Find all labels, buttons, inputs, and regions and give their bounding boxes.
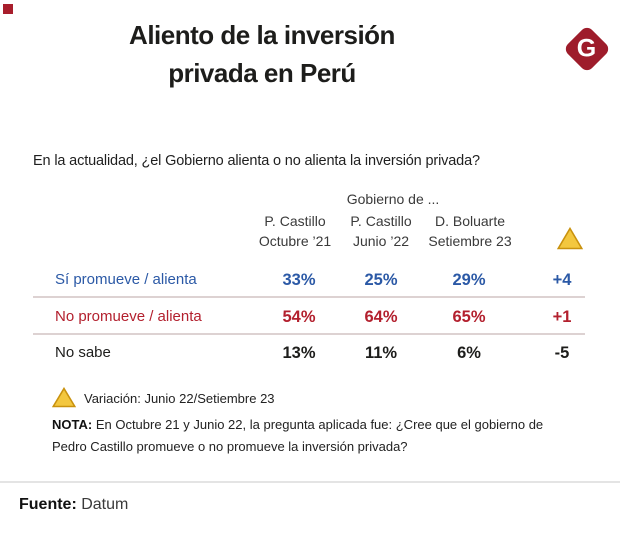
row-value-octubre-21: 33%: [282, 271, 316, 289]
note-line-1: NOTA: En Octubre 21 y Junio 22, la pregu…: [52, 414, 543, 436]
column-header-name: D. Boluarte: [434, 213, 506, 229]
logo-letter: G: [577, 34, 597, 63]
variation-legend: [52, 387, 76, 408]
variation-triangle-icon: [557, 227, 583, 250]
gestion-logo-diamond-icon: G: [562, 24, 612, 74]
source-line: Fuente: Datum: [19, 496, 128, 514]
title-line-2: privada en Perú: [168, 58, 356, 88]
table-row-no-promueve: No promueve / alienta 54% 64% 65% +1: [0, 308, 620, 328]
row-value-setiembre-23: 65%: [452, 308, 486, 326]
row-change-value: -5: [554, 344, 570, 362]
row-value-junio-22: 64%: [364, 308, 398, 326]
column-header-junio-22: P. Castillo Junio ’22: [316, 211, 446, 251]
row-value-setiembre-23: 29%: [452, 271, 486, 289]
row-label: Sí promueve / alienta: [55, 271, 197, 288]
survey-question: En la actualidad, ¿el Gobierno alienta o…: [33, 153, 480, 169]
row-change-value: +4: [552, 271, 572, 289]
brand-corner-square-icon: [3, 4, 13, 14]
table-row-no-sabe: No sabe 13% 11% 6% -5: [0, 344, 620, 364]
column-group-header: Gobierno de ...: [346, 191, 440, 207]
column-header-name: P. Castillo: [350, 213, 412, 229]
row-separator: [33, 296, 585, 298]
column-header-date: Octubre ’21: [258, 233, 332, 249]
table-row-si-promueve: Sí promueve / alienta 33% 25% 29% +4: [0, 271, 620, 291]
note-text-1: En Octubre 21 y Junio 22, la pregunta ap…: [92, 417, 544, 432]
column-header-date: Junio ’22: [352, 233, 410, 249]
title-line-1: Aliento de la inversión: [129, 20, 395, 50]
variation-triangle-legend-icon: [52, 387, 76, 408]
row-change-value: +1: [552, 308, 572, 326]
row-label: No promueve / alienta: [55, 308, 202, 325]
source-value: Datum: [76, 496, 129, 513]
column-header-setiembre-23: D. Boluarte Setiembre 23: [405, 211, 535, 251]
note-block: NOTA: En Octubre 21 y Junio 22, la pregu…: [52, 414, 543, 458]
row-value-junio-22: 11%: [364, 344, 398, 362]
note-label: NOTA:: [52, 417, 93, 432]
row-value-octubre-21: 54%: [282, 308, 316, 326]
column-header-date: Setiembre 23: [428, 233, 512, 249]
source-label: Fuente:: [19, 496, 77, 513]
row-value-setiembre-23: 6%: [457, 344, 481, 362]
note-line-2: Pedro Castillo promueve o no promueve la…: [52, 439, 408, 454]
row-label: No sabe: [55, 344, 111, 361]
page-title: Aliento de la inversión privada en Perú: [22, 16, 502, 92]
triangle-shape: [557, 227, 583, 250]
row-separator: [33, 333, 585, 335]
column-header-name: P. Castillo: [264, 213, 326, 229]
row-value-junio-22: 25%: [364, 271, 398, 289]
row-value-octubre-21: 13%: [282, 344, 316, 362]
column-header-octubre-21: P. Castillo Octubre ’21: [230, 211, 360, 251]
triangle-shape: [52, 387, 76, 408]
variation-legend-text: Variación: Junio 22/Setiembre 23: [84, 391, 275, 406]
footer-divider: [0, 481, 620, 483]
